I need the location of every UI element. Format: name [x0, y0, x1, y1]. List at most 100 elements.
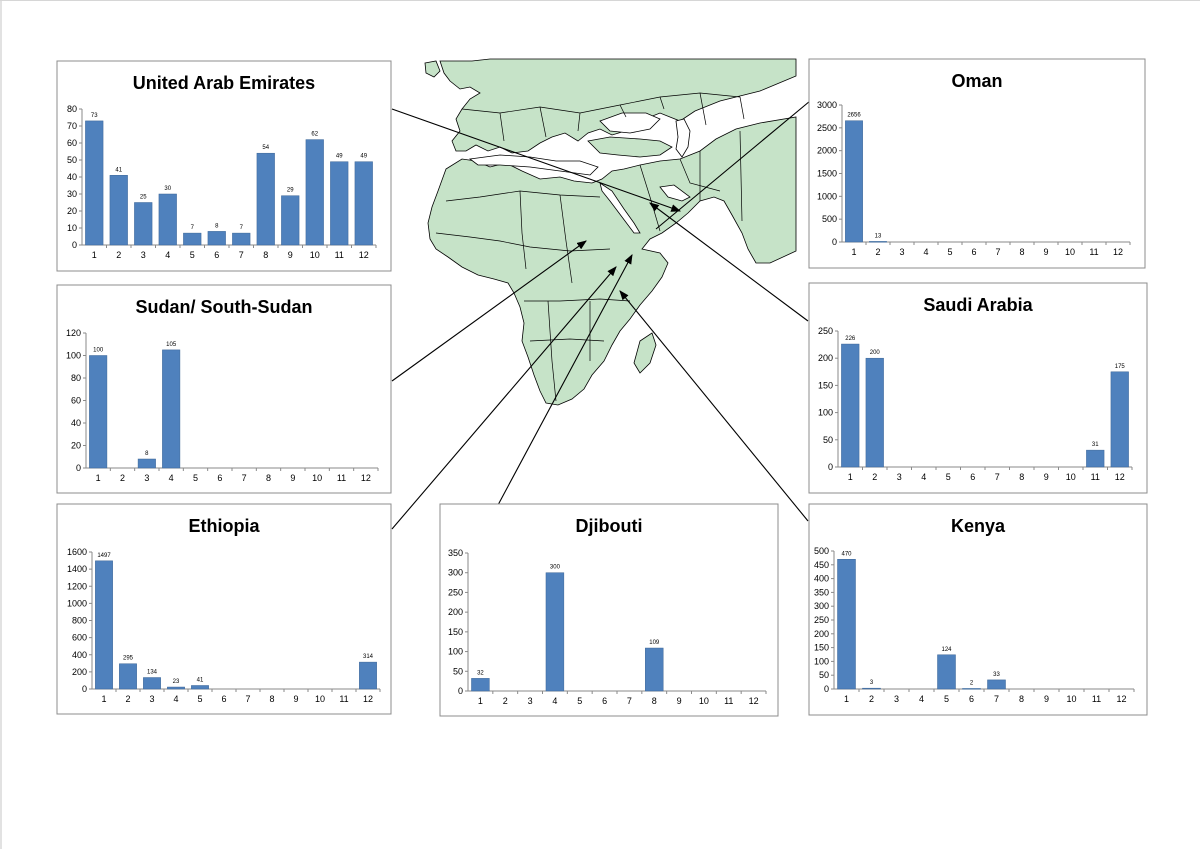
x-tick-label: 12	[749, 696, 759, 706]
data-label: 73	[91, 113, 98, 119]
x-tick-label: 2	[120, 473, 125, 483]
data-label: 109	[649, 640, 660, 646]
chart-panel-frame	[808, 503, 1148, 716]
y-tick-label: 250	[448, 587, 463, 597]
data-label: 54	[262, 145, 269, 151]
x-tick-label: 11	[1091, 472, 1100, 482]
map-persian-gulf	[659, 184, 691, 202]
chart-title: Ethiopia	[189, 516, 261, 536]
x-tick-label: 5	[946, 472, 951, 482]
bar	[962, 688, 981, 690]
x-tick-label: 7	[627, 696, 632, 706]
x-tick-label: 3	[149, 694, 154, 704]
y-tick-label: 100	[448, 647, 463, 657]
x-tick-label: 10	[699, 696, 709, 706]
y-tick-label: 0	[72, 240, 77, 250]
y-tick-label: 300	[448, 568, 463, 578]
bar	[845, 120, 863, 243]
y-tick-label: 70	[67, 121, 77, 131]
chart-sudan: Sudan/ South-Sudan 0 20 40 60 80 100 120 1 100 2 3 8…	[56, 284, 392, 494]
x-tick-label: 7	[239, 250, 244, 260]
y-tick-label: 100	[818, 408, 833, 418]
x-tick-label: 2	[125, 694, 130, 704]
data-label: 200	[870, 350, 881, 356]
y-tick-label: 3000	[817, 100, 837, 110]
y-tick-label: 40	[71, 418, 81, 428]
map	[424, 58, 797, 406]
x-tick-label: 6	[214, 250, 219, 260]
data-label: 2	[970, 680, 974, 686]
data-label: 8	[215, 223, 219, 229]
x-tick-label: 1	[851, 247, 856, 257]
chart-title: Sudan/ South-Sudan	[136, 297, 313, 317]
y-tick-label: 50	[453, 666, 463, 676]
y-tick-label: 2000	[817, 146, 837, 156]
x-tick-label: 7	[245, 694, 250, 704]
x-tick-label: 4	[169, 473, 174, 483]
y-tick-label: 0	[832, 237, 837, 247]
x-tick-label: 1	[844, 694, 849, 704]
y-tick-label: 350	[448, 548, 463, 558]
x-tick-label: 9	[288, 250, 293, 260]
y-tick-label: 30	[67, 189, 77, 199]
bar	[191, 685, 209, 690]
map-country-borders	[435, 92, 745, 402]
connector-saudi	[649, 202, 809, 322]
y-tick-label: 300	[814, 601, 829, 611]
y-tick-label: 200	[72, 667, 87, 677]
y-tick-label: 1000	[67, 598, 87, 608]
data-label: 41	[197, 677, 204, 683]
chart-oman: Oman 0 500 1000 1500 2000 2500 3000 1 2656 2 13 3 4 5 6…	[808, 58, 1146, 269]
y-tick-label: 60	[71, 396, 81, 406]
x-tick-label: 10	[315, 694, 325, 704]
y-tick-label: 1200	[67, 581, 87, 591]
bar	[232, 232, 251, 246]
y-tick-label: 0	[76, 463, 81, 473]
chart-title: Saudi Arabia	[923, 295, 1033, 315]
x-tick-label: 4	[923, 247, 928, 257]
x-tick-label: 11	[1089, 247, 1098, 257]
y-tick-label: 250	[814, 615, 829, 625]
bar	[95, 560, 113, 690]
x-tick-label: 2	[875, 247, 880, 257]
bar	[85, 120, 104, 246]
bar	[256, 152, 275, 246]
x-tick-label: 8	[266, 473, 271, 483]
x-tick-label: 5	[193, 473, 198, 483]
y-tick-label: 1500	[817, 169, 837, 179]
bar	[134, 202, 153, 246]
x-tick-label: 2	[872, 472, 877, 482]
x-tick-label: 5	[190, 250, 195, 260]
x-tick-label: 1	[101, 694, 106, 704]
y-tick-label: 800	[72, 616, 87, 626]
bar	[841, 343, 860, 468]
x-tick-label: 5	[944, 694, 949, 704]
x-tick-label: 12	[1116, 694, 1126, 704]
bar	[862, 687, 881, 690]
x-tick-label: 6	[969, 694, 974, 704]
y-tick-label: 150	[818, 380, 833, 390]
data-label: 7	[191, 225, 195, 231]
x-tick-label: 4	[165, 250, 170, 260]
x-tick-label: 7	[242, 473, 247, 483]
y-tick-label: 1000	[817, 191, 837, 201]
x-tick-label: 4	[552, 696, 557, 706]
x-tick-label: 2	[503, 696, 508, 706]
data-label: 41	[115, 167, 122, 173]
y-tick-label: 50	[823, 435, 833, 445]
x-tick-label: 12	[361, 473, 371, 483]
x-tick-label: 2	[869, 694, 874, 704]
y-tick-label: 1400	[67, 564, 87, 574]
map-caspian-sea	[675, 118, 691, 158]
x-tick-label: 6	[217, 473, 222, 483]
bar	[330, 161, 349, 246]
data-label: 314	[363, 654, 374, 660]
data-label: 226	[845, 336, 856, 342]
x-tick-label: 1	[96, 473, 101, 483]
bar	[158, 193, 177, 246]
connector-lines	[391, 100, 811, 530]
x-tick-label: 8	[1019, 694, 1024, 704]
y-tick-label: 1600	[67, 547, 87, 557]
x-tick-label: 8	[652, 696, 657, 706]
